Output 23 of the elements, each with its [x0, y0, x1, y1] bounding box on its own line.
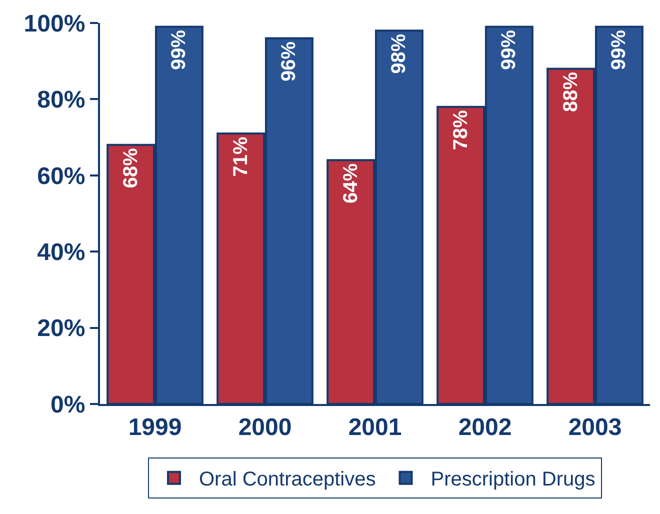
y-tick-label: 40%: [37, 239, 86, 266]
data-label: 64%: [340, 163, 362, 204]
data-label: 88%: [560, 72, 582, 112]
legend-label: Oral Contraceptives: [199, 468, 376, 491]
data-label: 78%: [450, 110, 472, 150]
y-tick-label: 80%: [37, 86, 86, 114]
legend-label: Prescription Drugs: [430, 468, 596, 491]
data-label: 71%: [230, 136, 252, 177]
x-tick-label: 1999: [128, 414, 182, 441]
data-label: 96%: [278, 41, 300, 82]
y-tick-label: 100%: [24, 10, 86, 38]
data-label: 99%: [608, 30, 630, 70]
data-label: 99%: [168, 30, 190, 70]
data-label: 99%: [498, 30, 520, 70]
y-tick-label: 0%: [50, 391, 86, 418]
x-tick-label: 2001: [348, 414, 402, 441]
y-tick-label: 20%: [37, 315, 86, 342]
x-tick-label: 2000: [238, 414, 292, 441]
data-label: 98%: [388, 34, 410, 74]
x-tick-label: 2002: [458, 414, 512, 441]
data-label: 68%: [120, 148, 142, 188]
x-tick-label: 2003: [568, 414, 622, 441]
y-tick-label: 60%: [37, 162, 86, 190]
